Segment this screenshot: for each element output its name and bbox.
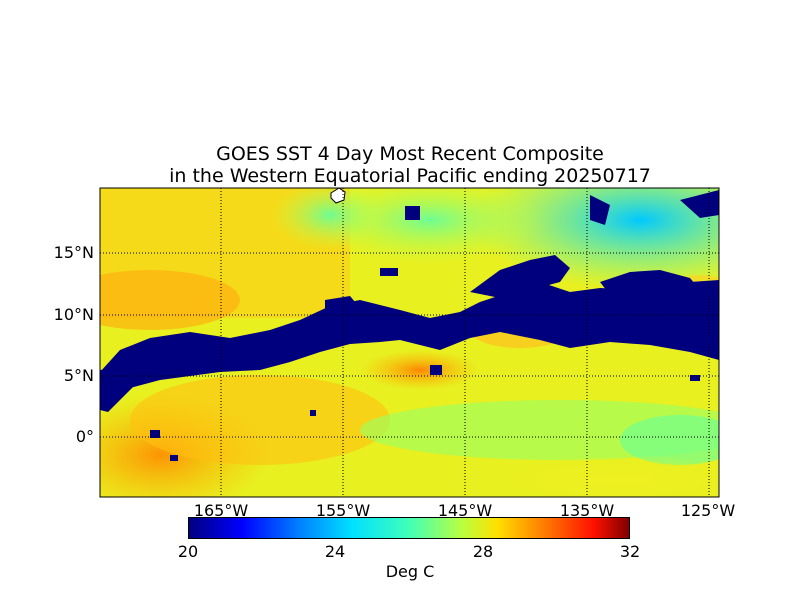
map-frame	[99, 187, 720, 498]
colorbar-tick-20: 20	[177, 542, 199, 561]
cloud-mask	[100, 190, 719, 461]
colorbar	[188, 517, 630, 539]
lat-label-5n: 5°N	[63, 366, 94, 385]
lon-label-165w: 165°W	[193, 501, 249, 520]
lat-label-0: 0°	[75, 427, 94, 446]
lat-label-15n: 15°N	[53, 243, 94, 262]
colorbar-label: Deg C	[385, 562, 435, 581]
colorbar-tick-32: 32	[619, 542, 641, 561]
colorbar-tick-28: 28	[472, 542, 494, 561]
lon-label-125w: 125°W	[680, 501, 736, 520]
lat-label-10n: 10°N	[53, 305, 94, 324]
lon-label-135w: 135°W	[559, 501, 615, 520]
lon-label-145w: 145°W	[437, 501, 493, 520]
sst-field	[100, 188, 719, 497]
map-title-line2: in the Western Equatorial Pacific ending…	[169, 165, 651, 187]
map-title-line1: GOES SST 4 Day Most Recent Composite	[216, 143, 604, 165]
lon-label-155w: 155°W	[315, 501, 371, 520]
colorbar-tick-24: 24	[324, 542, 346, 561]
island-land	[330, 188, 346, 204]
gridlines	[100, 188, 719, 497]
